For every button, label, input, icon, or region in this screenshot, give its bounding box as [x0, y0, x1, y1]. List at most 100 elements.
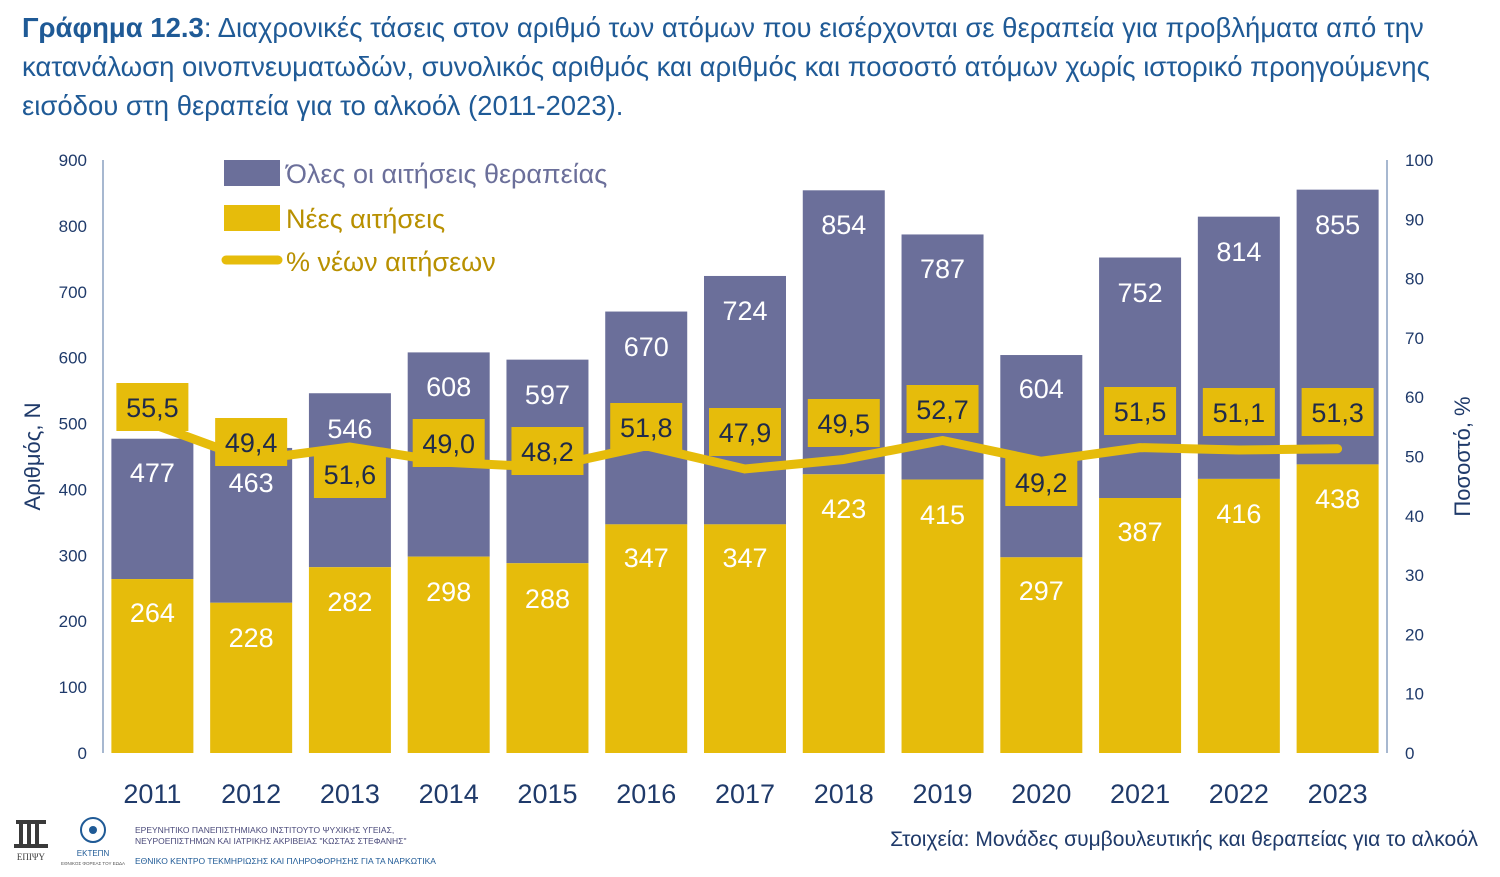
chart-title-text: : Διαχρονικές τάσεις στον αριθμό των ατό… [22, 12, 1430, 121]
percent-label: 51,8 [620, 413, 673, 443]
legend-label-new: Νέες αιτήσεις [286, 204, 445, 234]
bar-new-requests [1099, 498, 1182, 753]
institute-name: ΕΡΕΥΝΗΤΙΚΟ ΠΑΝΕΠΙΣΤΗΜΙΑΚΟ ΙΝΣΤΙΤΟΥΤΟ ΨΥΧ… [135, 825, 406, 847]
bar-new-requests [704, 524, 786, 753]
data-label-new: 347 [624, 543, 669, 573]
data-label-all: 463 [229, 468, 274, 498]
x-tick-label: 2013 [320, 779, 380, 809]
x-tick-label: 2023 [1308, 779, 1368, 809]
y2-tick-label: 50 [1405, 448, 1424, 467]
x-tick-label: 2020 [1011, 779, 1071, 809]
percent-label-box [906, 385, 979, 433]
percent-label: 51,3 [1311, 398, 1364, 428]
legend-label-percent: % νέων αιτήσεων [286, 247, 496, 277]
y-tick-label: 200 [59, 612, 87, 631]
data-label-new: 228 [229, 623, 274, 653]
bar-new-requests [210, 602, 293, 753]
bar-new-requests [506, 563, 589, 753]
y-tick-label: 600 [59, 349, 87, 368]
percent-label-box [1301, 388, 1374, 436]
percent-label: 51,1 [1213, 398, 1266, 428]
x-tick-label: 2021 [1110, 779, 1170, 809]
data-label-all: 477 [130, 458, 175, 488]
source-note: Στοιχεία: Μονάδες συμβουλευτικής και θερ… [890, 828, 1478, 851]
bar-new-requests [407, 556, 490, 753]
percent-label: 49,4 [225, 428, 278, 458]
bar-new-requests [111, 579, 194, 753]
data-label-all: 724 [722, 296, 767, 326]
logo2-caption: ΕΚΤΕΠΝ [77, 849, 110, 858]
bar-new-requests [1000, 557, 1083, 753]
data-label-all: 752 [1118, 278, 1163, 308]
percent-label: 51,5 [1114, 397, 1167, 427]
data-label-all: 854 [821, 210, 866, 240]
bar-new-requests [802, 474, 885, 753]
ektepn-logo-icon: ΕΚΤΕΠΝ ΕΘΝΙΚΟΣ ΦΟΡΕΑΣ ΤΟΥ ΕΩΔΑ [61, 817, 125, 866]
bar-new-requests [1296, 464, 1379, 753]
epipsy-logo-icon: ΕΠΙΨΥ [14, 820, 48, 862]
y-tick-label: 900 [59, 151, 87, 170]
data-label-new: 264 [130, 598, 175, 628]
y2-tick-label: 10 [1405, 685, 1424, 704]
percent-label-box [412, 419, 485, 467]
chart-title: Γράφημα 12.3: Διαχρονικές τάσεις στον αρ… [22, 8, 1482, 125]
x-tick-label: 2018 [814, 779, 874, 809]
chart-title-prefix: Γράφημα 12.3 [22, 12, 204, 43]
logo1-caption: ΕΠΙΨΥ [17, 852, 46, 862]
data-label-new: 347 [722, 543, 767, 573]
y-axis-title: Αριθμός, Ν [20, 403, 45, 511]
bar-new-requests [901, 479, 984, 753]
data-label-all: 855 [1315, 210, 1360, 240]
x-tick-label: 2012 [221, 779, 281, 809]
percent-label: 49,2 [1015, 468, 1068, 498]
percent-label-box [215, 418, 288, 466]
x-tick-label: 2014 [419, 779, 479, 809]
y2-tick-label: 20 [1405, 625, 1424, 644]
data-label-all: 670 [624, 332, 669, 362]
bar-all-requests [111, 438, 194, 580]
y2-tick-label: 80 [1405, 270, 1424, 289]
bar-all-requests [704, 275, 786, 525]
y2-tick-label: 30 [1405, 566, 1424, 585]
data-label-new: 297 [1019, 576, 1064, 606]
percent-label: 49,0 [422, 429, 475, 459]
data-label-new: 415 [920, 500, 965, 530]
data-label-new: 416 [1216, 499, 1261, 529]
percent-label-box [1202, 388, 1275, 436]
y2-tick-label: 40 [1405, 507, 1424, 526]
institute-line-1: ΕΡΕΥΝΗΤΙΚΟ ΠΑΝΕΠΙΣΤΗΜΙΑΚΟ ΙΝΣΤΙΤΟΥΤΟ ΨΥΧ… [135, 825, 395, 835]
legend-swatch-all [224, 160, 280, 186]
x-tick-label: 2015 [517, 779, 577, 809]
bar-new-requests [1197, 478, 1280, 753]
y2-tick-label: 70 [1405, 329, 1424, 348]
footer-logos: ΕΠΙΨΥ ΕΚΤΕΠΝ ΕΘΝΙΚΟΣ ΦΟΡΕΑΣ ΤΟΥ ΕΩΔΑ [8, 812, 448, 872]
x-tick-label: 2016 [616, 779, 676, 809]
institute-line-2: ΝΕΥΡΟΕΠΙΣΤΗΜΩΝ ΚΑΙ ΙΑΤΡΙΚΗΣ ΑΚΡΙΒΕΙΑΣ "Κ… [135, 836, 407, 846]
percent-label: 55,5 [126, 393, 179, 423]
percent-label-box [511, 427, 584, 475]
data-label-new: 423 [821, 494, 866, 524]
data-label-all: 597 [525, 380, 570, 410]
y2-axis-title: Ποσοστό, % [1450, 396, 1475, 516]
legend-label-all: Όλες οι αιτήσεις θεραπείας [285, 159, 607, 189]
institute-line-3: ΕΘΝΙΚΟ ΚΕΝΤΡΟ ΤΕΚΜΗΡΙΩΣΗΣ ΚΑΙ ΠΛΗΡΟΦΟΡΗΣ… [135, 856, 436, 866]
y-tick-label: 300 [59, 546, 87, 565]
percent-label: 49,5 [817, 409, 870, 439]
data-label-all: 546 [327, 414, 372, 444]
data-label-all: 604 [1019, 374, 1064, 404]
percent-label-box [313, 450, 386, 498]
y-tick-label: 700 [59, 283, 87, 302]
percent-label-box [1005, 458, 1078, 506]
legend-swatch-new [224, 205, 280, 231]
y-tick-label: 400 [59, 480, 87, 499]
data-label-all: 608 [426, 372, 471, 402]
percent-label-box [116, 383, 189, 431]
x-tick-label: 2022 [1209, 779, 1269, 809]
data-label-all: 814 [1216, 237, 1261, 267]
percent-label-box [1104, 387, 1177, 435]
bar-all-requests [1099, 257, 1182, 499]
institute-logos: ΕΠΙΨΥ ΕΚΤΕΠΝ ΕΘΝΙΚΟΣ ΦΟΡΕΑΣ ΤΟΥ ΕΩΔΑ [14, 817, 125, 866]
data-label-new: 438 [1315, 484, 1360, 514]
y-tick-label: 100 [59, 678, 87, 697]
y2-tick-label: 60 [1405, 388, 1424, 407]
